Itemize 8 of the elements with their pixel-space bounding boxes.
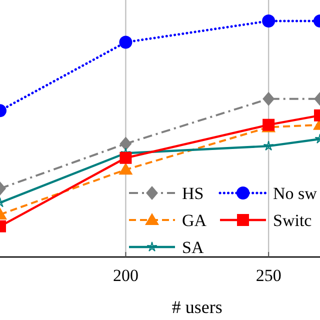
x-tick-label: 200 xyxy=(112,266,138,285)
legend-label: SA xyxy=(182,238,204,257)
legend-label: Switc xyxy=(273,211,312,230)
x-axis-title: # users xyxy=(172,297,222,317)
x-tick-label: 250 xyxy=(256,266,282,285)
legend-label: No sw xyxy=(273,184,318,203)
legend-label: HS xyxy=(182,184,204,203)
legend-label: GA xyxy=(182,211,208,230)
